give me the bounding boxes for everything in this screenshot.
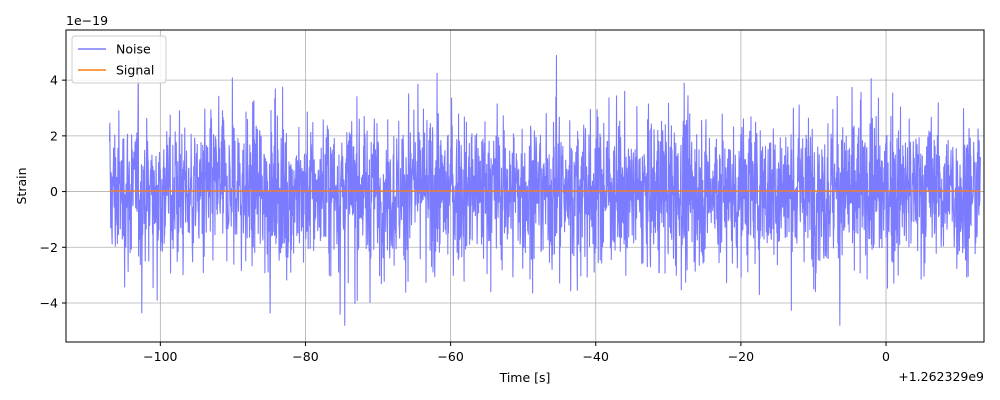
x-tick-label: 0 xyxy=(882,349,890,364)
y-axis-ticks: −4 −2 0 2 4 xyxy=(40,73,66,311)
x-tick-label: −20 xyxy=(728,349,754,364)
y-tick-label: −2 xyxy=(40,240,58,255)
y-tick-label: 2 xyxy=(50,128,58,143)
x-tick-label: −40 xyxy=(583,349,609,364)
plot-area xyxy=(108,55,981,326)
x-offset-label: +1.262329e9 xyxy=(898,369,984,384)
axes-frame xyxy=(65,29,985,343)
y-tick-label: 0 xyxy=(50,184,58,199)
y-tick-label: 4 xyxy=(50,73,58,88)
x-tick-label: −60 xyxy=(437,349,463,364)
y-tick-label: −4 xyxy=(40,296,58,311)
x-axis-label: Time [s] xyxy=(499,370,551,385)
x-tick-label: −100 xyxy=(143,349,177,364)
legend: Noise Signal xyxy=(71,35,167,84)
y-axis-label: Strain xyxy=(14,167,29,204)
legend-box xyxy=(71,35,167,84)
noise-series-line xyxy=(108,55,981,326)
legend-label-signal: Signal xyxy=(116,63,154,78)
y-scale-label: 1e−19 xyxy=(66,13,108,28)
x-axis-ticks: −100 −80 −60 −40 −20 0 xyxy=(143,342,890,364)
legend-label-noise: Noise xyxy=(116,42,151,57)
x-tick-label: −80 xyxy=(292,349,318,364)
